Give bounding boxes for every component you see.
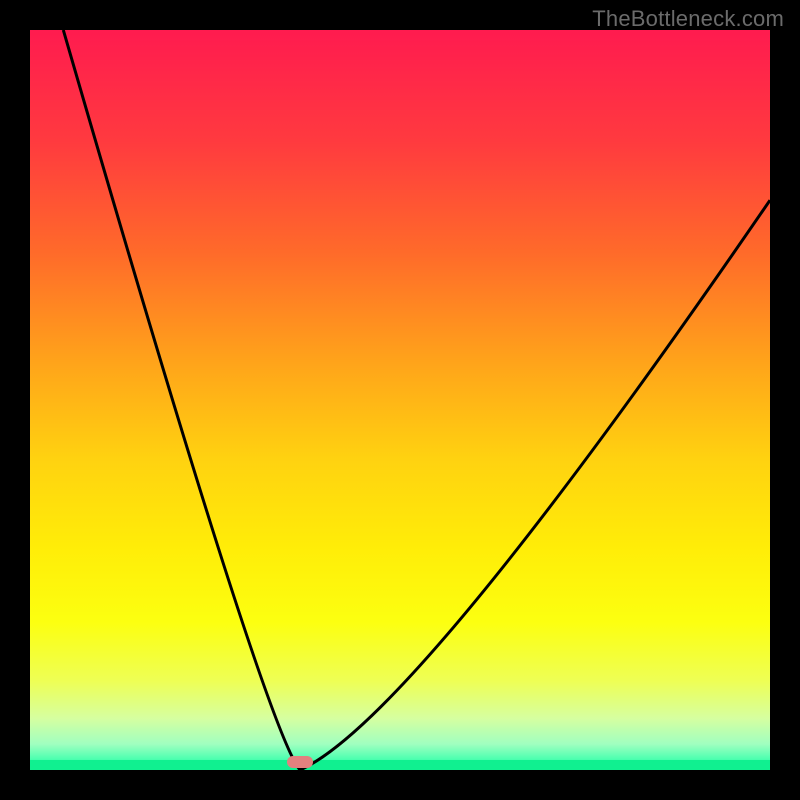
- minimum-marker: [287, 756, 313, 768]
- watermark-text: TheBottleneck.com: [592, 6, 784, 32]
- plot-area: [30, 30, 770, 770]
- curve-path: [63, 30, 770, 770]
- bottleneck-curve: [30, 30, 770, 770]
